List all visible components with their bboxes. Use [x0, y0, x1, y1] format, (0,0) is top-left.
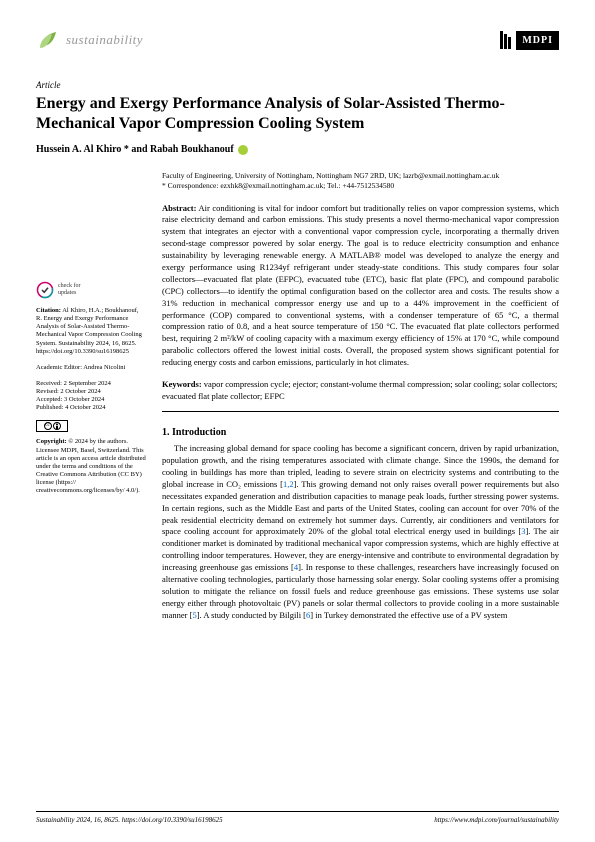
cc-circle-icon: cc — [44, 422, 52, 430]
introduction-paragraph: The increasing global demand for space c… — [162, 443, 559, 621]
keywords-text: vapor compression cycle; ejector; consta… — [162, 379, 557, 401]
section-divider — [162, 411, 559, 412]
mdpi-mark-icon — [500, 31, 514, 49]
copyright-label: Copyright: — [36, 438, 67, 445]
correspondence-text: * Correspondence: ezxhk8@exmail.nottingh… — [162, 181, 559, 191]
footer-right: https://www.mdpi.com/journal/sustainabil… — [434, 816, 559, 824]
journal-logo-block: sustainability — [36, 28, 143, 52]
dates-block: Received: 2 September 2024 Revised: 2 Oc… — [36, 380, 146, 413]
abstract-block: Abstract: Air conditioning is vital for … — [162, 203, 559, 369]
by-circle-icon — [53, 422, 61, 430]
intro-text: The increasing global demand for space c… — [162, 443, 559, 619]
page-footer: Sustainability 2024, 16, 8625. https://d… — [36, 811, 559, 824]
cc-by-icon: cc — [36, 420, 68, 432]
section-1-title: 1. Introduction — [162, 426, 559, 440]
abstract-text: Air conditioning is vital for indoor com… — [162, 203, 559, 368]
revised-date: Revised: 2 October 2024 — [36, 388, 146, 396]
publisher-name: MDPI — [516, 31, 559, 50]
check-updates-icon — [36, 281, 54, 299]
journal-name: sustainability — [66, 32, 143, 48]
accepted-date: Accepted: 3 October 2024 — [36, 396, 146, 404]
main-content: Faculty of Engineering, University of No… — [162, 171, 559, 622]
sustainability-leaf-icon — [36, 28, 60, 52]
affiliation-text: Faculty of Engineering, University of No… — [162, 171, 559, 181]
check-updates-label: check forupdates — [58, 283, 81, 296]
authors-line: Hussein A. Al Khiro * and Rabah Boukhano… — [36, 144, 559, 155]
left-sidebar: check forupdates Citation: Al Khiro, H.A… — [36, 171, 146, 622]
copyright-block: Copyright: © 2024 by the authors. Licens… — [36, 438, 146, 495]
citation-block: Citation: Al Khiro, H.A.; Boukhanouf, R.… — [36, 307, 146, 356]
check-updates-block[interactable]: check forupdates — [36, 281, 146, 299]
main-two-column: check forupdates Citation: Al Khiro, H.A… — [36, 171, 559, 622]
academic-editor: Academic Editor: Andrea Nicolini — [36, 364, 146, 372]
cc-license-block: cc — [36, 420, 146, 432]
received-date: Received: 2 September 2024 — [36, 380, 146, 388]
copyright-text: © 2024 by the authors. Licensee MDPI, Ba… — [36, 438, 146, 494]
published-date: Published: 4 October 2024 — [36, 404, 146, 412]
keywords-label: Keywords: — [162, 379, 202, 389]
orcid-icon[interactable] — [238, 145, 248, 155]
page-container: sustainability MDPI Article Energy and E… — [0, 0, 595, 642]
keywords-block: Keywords: vapor compression cycle; eject… — [162, 379, 559, 403]
article-type: Article — [36, 80, 559, 90]
citation-text: Al Khiro, H.A.; Boukhanouf, R. Energy an… — [36, 307, 142, 355]
affiliation-block: Faculty of Engineering, University of No… — [162, 171, 559, 191]
footer-left: Sustainability 2024, 16, 8625. https://d… — [36, 816, 223, 824]
publisher-logo: MDPI — [500, 31, 559, 50]
abstract-label: Abstract: — [162, 203, 196, 213]
article-title: Energy and Exergy Performance Analysis o… — [36, 94, 559, 134]
authors-text: Hussein A. Al Khiro * and Rabah Boukhano… — [36, 144, 234, 155]
citation-label: Citation: — [36, 307, 61, 314]
page-header: sustainability MDPI — [36, 28, 559, 56]
